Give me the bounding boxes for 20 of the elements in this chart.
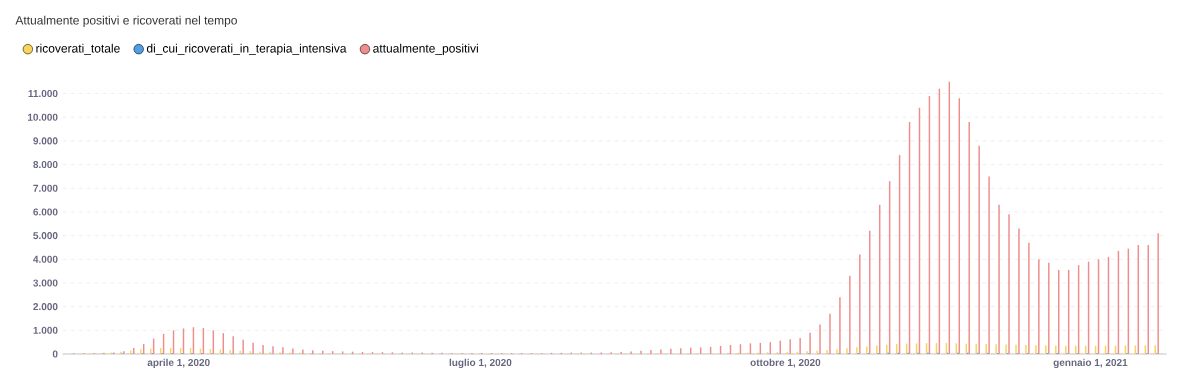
y-tick-label: 7.000 bbox=[33, 184, 58, 192]
x-tick-label: luglio 1, 2020 bbox=[449, 358, 512, 369]
x-tick-label: aprile 1, 2020 bbox=[147, 358, 210, 369]
y-tick-label: 4.000 bbox=[33, 255, 58, 263]
x-tick-label: gennaio 1, 2021 bbox=[1053, 358, 1128, 369]
chart-title: Attualmente positivi e ricoverati nel tempo bbox=[15, 15, 237, 27]
y-tick-label: 9.000 bbox=[33, 137, 58, 145]
y-tick-label: 8.000 bbox=[33, 161, 58, 169]
legend-label: ricoverati_totale bbox=[36, 43, 120, 55]
legend-label: attualmente_positivi bbox=[373, 43, 478, 55]
y-tick-label: 10.000 bbox=[28, 113, 58, 121]
y-tick-label: 0 bbox=[52, 350, 58, 358]
y-tick-label: 11.000 bbox=[28, 90, 58, 98]
y-tick-label: 6.000 bbox=[33, 208, 58, 216]
legend-label: di_cui_ricoverati_in_terapia_intensiva bbox=[146, 43, 347, 55]
y-tick-label: 5.000 bbox=[33, 232, 58, 240]
y-tick-label: 3.000 bbox=[33, 279, 58, 287]
y-tick-label: 1.000 bbox=[33, 326, 58, 334]
y-tick-label: 2.000 bbox=[33, 303, 58, 311]
x-tick-label: ottobre 1, 2020 bbox=[750, 358, 821, 368]
